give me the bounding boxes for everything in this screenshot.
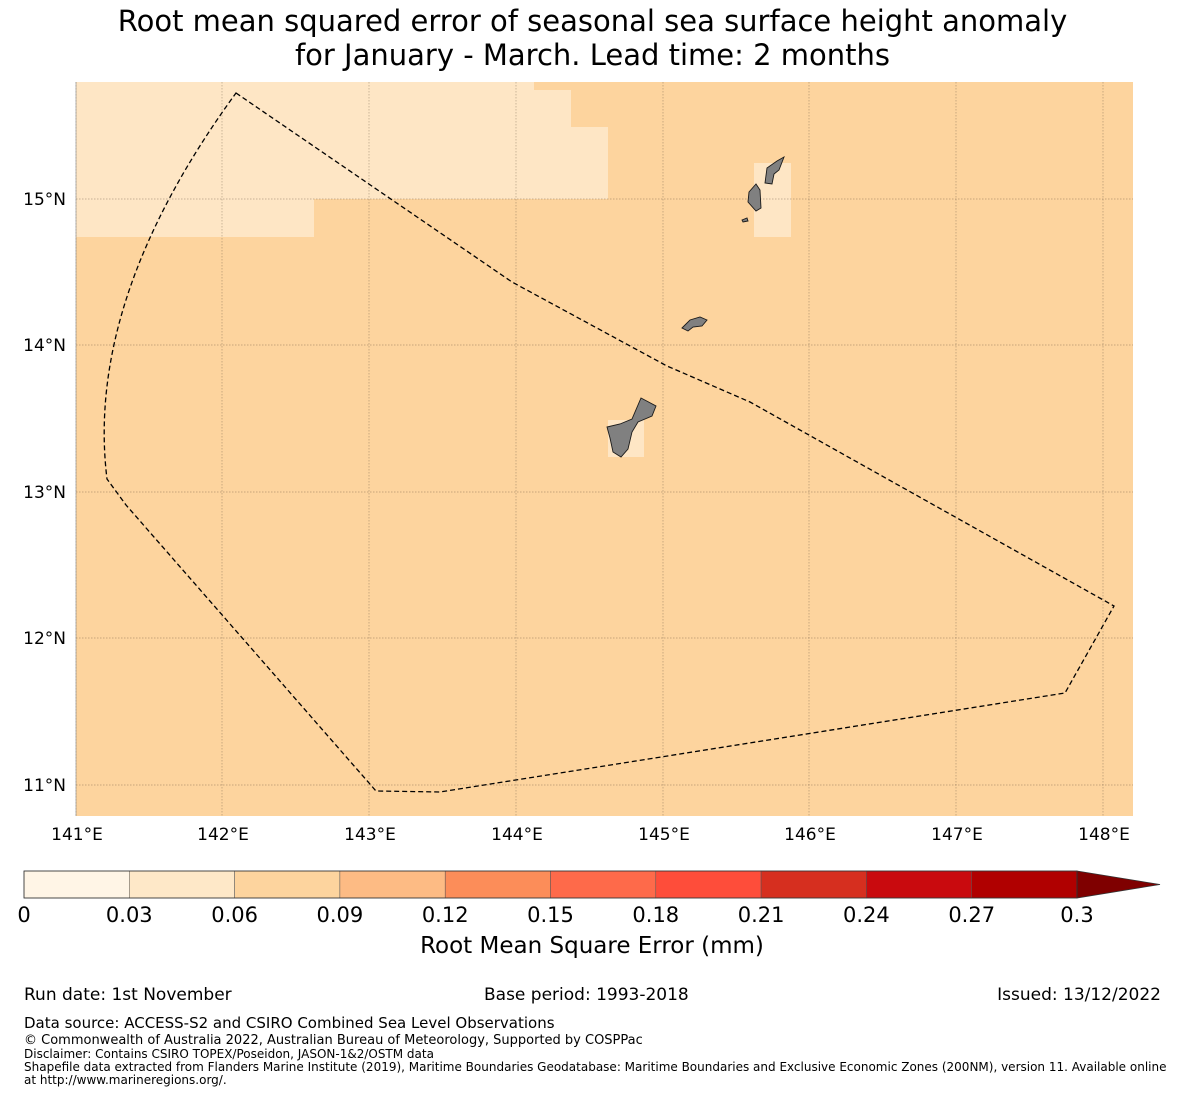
colorbar-tick-label: 0.3 — [1060, 903, 1093, 927]
colorbar-extend-arrow — [1076, 870, 1161, 899]
eez-boundary — [103, 92, 1115, 793]
lat-tick-label: 12°N — [23, 629, 66, 649]
lon-tick-label: 144°E — [491, 825, 543, 845]
colorbar-swatch — [655, 870, 762, 899]
colorbar-tick-label: 0.03 — [106, 903, 153, 927]
title-line-1: Root mean squared error of seasonal sea … — [117, 4, 1068, 38]
lon-tick-label: 143°E — [344, 825, 396, 845]
run-date: Run date: 1st November — [24, 985, 232, 1005]
map-panel — [75, 82, 1133, 816]
colorbar-swatch — [234, 870, 341, 899]
colorbar: 0 0.03 0.06 0.09 0.12 0.15 0.18 0.21 0.24 0.27 0.3… — [17, 870, 1161, 959]
low-error-region-north — [76, 82, 608, 237]
lat-tick-label: 14°N — [23, 336, 66, 356]
colorbar-tick-label: 0.09 — [317, 903, 364, 927]
colorbar-swatch — [339, 870, 446, 899]
colorbar-frame — [23, 870, 1078, 899]
colorbar-tick-label: 0.18 — [632, 903, 679, 927]
lon-tick-label: 148°E — [1078, 825, 1130, 845]
colorbar-swatch — [760, 870, 867, 899]
lon-tick-label: 146°E — [784, 825, 836, 845]
colorbar-swatch — [866, 870, 972, 899]
colorbar-tick-label: 0.12 — [422, 903, 469, 927]
colorbar-tick-label: 0.15 — [527, 903, 574, 927]
base-period: Base period: 1993-2018 — [484, 985, 689, 1005]
colorbar-title: Root Mean Square Error (mm) — [420, 933, 764, 959]
island-rota — [681, 316, 708, 332]
lon-tick-label: 141°E — [51, 825, 103, 845]
title-line-2: for January - March. Lead time: 2 months — [294, 38, 891, 72]
disclaimer: Disclaimer: Contains CSIRO TOPEX/Poseido… — [24, 1047, 434, 1061]
colorbar-tick-label: 0.21 — [738, 903, 785, 927]
colorbar-swatch — [971, 870, 1078, 899]
lat-tick-label: 11°N — [23, 776, 66, 796]
islands — [606, 155, 785, 458]
data-source: Data source: ACCESS-S2 and CSIRO Combine… — [24, 1014, 555, 1032]
island-tinian — [747, 183, 762, 212]
lat-tick-labels: 11°N 12°N 13°N 14°N 15°N — [23, 190, 66, 796]
lon-tick-label: 142°E — [197, 825, 249, 845]
island-saipan — [764, 155, 785, 185]
chart-title: Root mean squared error of seasonal sea … — [0, 4, 1185, 72]
colorbar-swatch — [23, 870, 130, 899]
island-guam — [606, 397, 657, 458]
lat-tick-label: 15°N — [23, 190, 66, 210]
lon-tick-label: 147°E — [931, 825, 983, 845]
lon-tick-label: 145°E — [638, 825, 690, 845]
colorbar-tick-label: 0.06 — [211, 903, 258, 927]
colorbar-swatches — [23, 870, 1078, 899]
issued-date: Issued: 13/12/2022 — [997, 985, 1161, 1005]
colorbar-swatch — [444, 870, 551, 899]
lat-tick-label: 13°N — [23, 483, 66, 503]
lon-tick-labels: 141°E 142°E 143°E 144°E 145°E 146°E 147°… — [51, 825, 1130, 845]
colorbar-swatch — [550, 870, 657, 899]
colorbar-swatch — [129, 870, 235, 899]
colorbar-tick-label: 0 — [17, 903, 30, 927]
colorbar-tick-label: 0.27 — [948, 903, 995, 927]
copyright-notice: © Commonwealth of Australia 2022, Austra… — [24, 1033, 643, 1048]
island-aguijan — [741, 217, 749, 223]
footer: Data source: ACCESS-S2 and CSIRO Combine… — [24, 1015, 1179, 1087]
colorbar-tick-label: 0.24 — [843, 903, 890, 927]
colorbar-tick-labels: 0 0.03 0.06 0.09 0.12 0.15 0.18 0.21 0.24 0.27 0.3 — [17, 903, 1093, 927]
shapefile-credit: Shapefile data extracted from Flanders M… — [24, 1060, 1167, 1087]
